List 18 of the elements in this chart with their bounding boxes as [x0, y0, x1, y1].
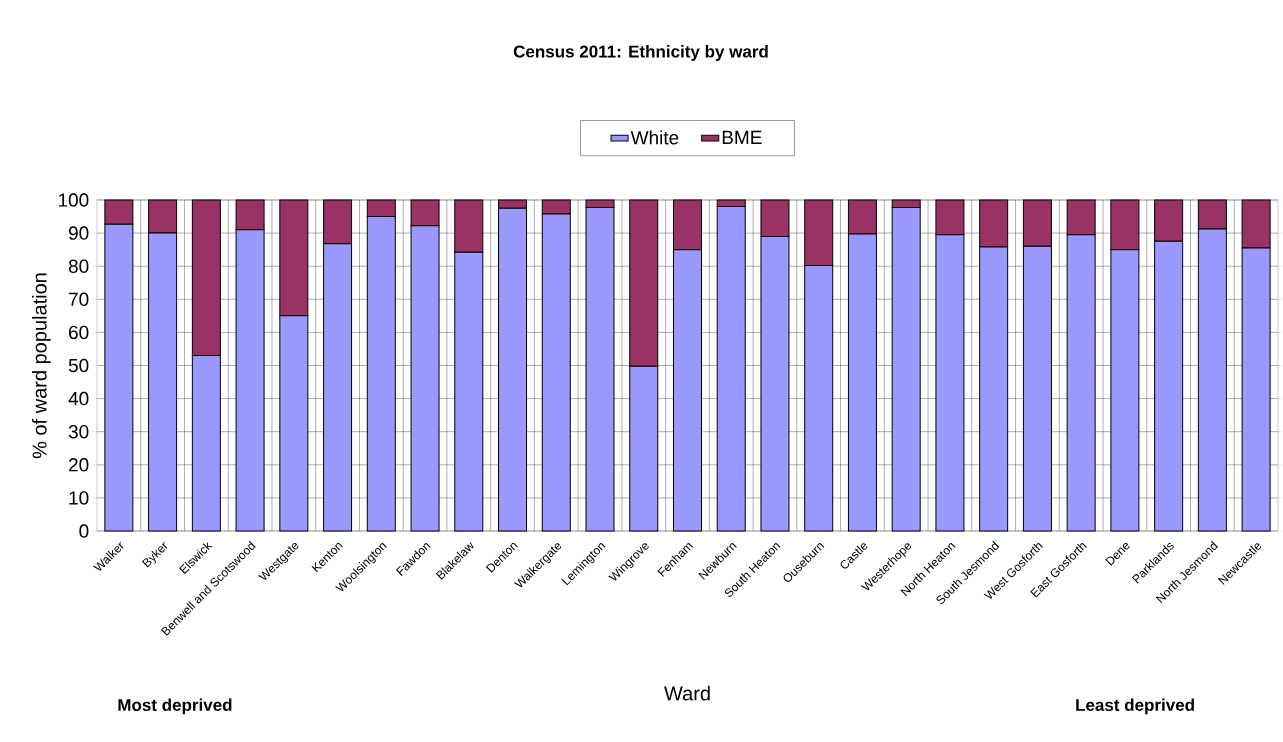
text: Least deprived	[1076, 698, 1194, 715]
y-tick-label: 50	[68, 358, 89, 373]
y-tick-label: 80	[68, 259, 89, 273]
legend-label: White	[630, 130, 679, 145]
y-tick-label: 60	[69, 325, 89, 340]
y-tick-label: 30	[68, 424, 89, 439]
y-tick-label: 20	[69, 458, 89, 472]
y-tick-label: 90	[68, 226, 89, 240]
y-axis-title: % of ward population	[31, 273, 51, 459]
text: Most deprived	[118, 698, 232, 715]
y-tick-label: 70	[69, 292, 89, 307]
y-tick-label: 10	[69, 491, 89, 505]
y-tick-label: 40	[68, 391, 89, 406]
legend-label: BME	[722, 130, 762, 144]
y-tick-label: 100	[58, 193, 89, 207]
y-tick-label: 0	[79, 524, 89, 538]
x-axis-title: Ward	[664, 685, 710, 701]
chart-title: Census 2011: Ethnicity by ward	[513, 45, 768, 61]
